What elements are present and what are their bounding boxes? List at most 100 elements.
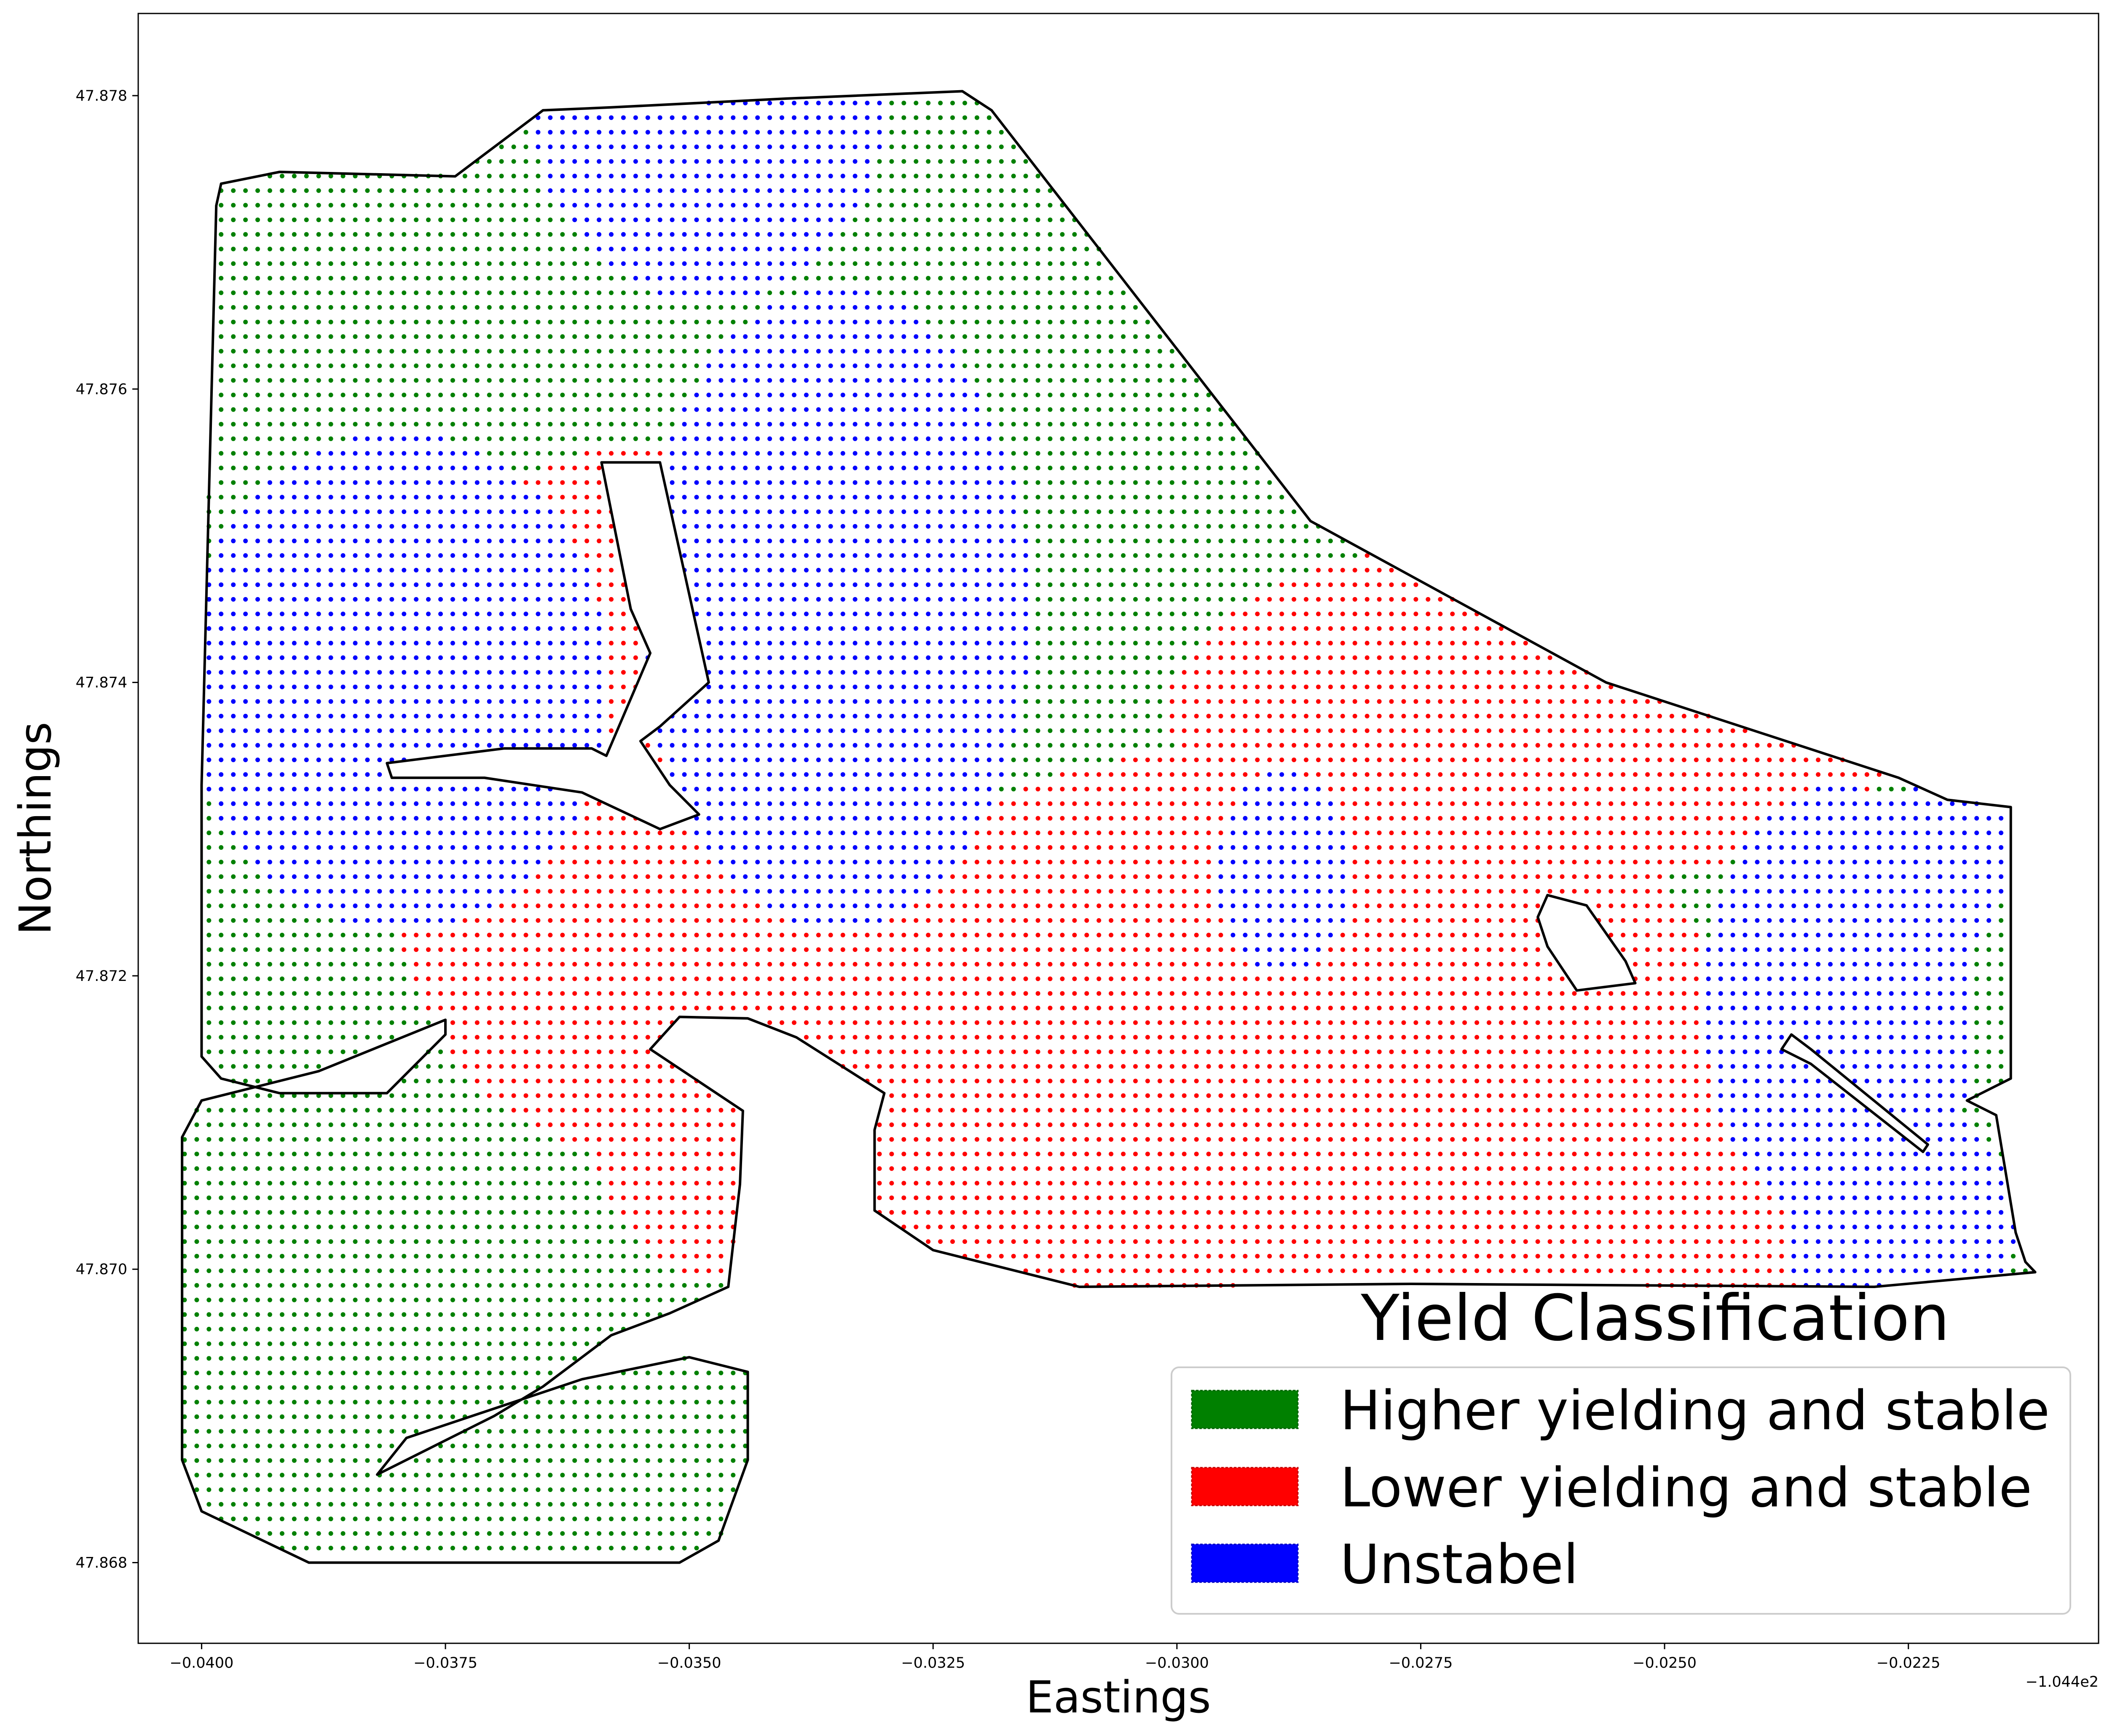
data-point-blue — [840, 349, 845, 354]
data-point-red — [694, 1152, 699, 1157]
data-point-blue — [828, 159, 833, 164]
data-point-blue — [901, 611, 906, 616]
data-point-green — [206, 1385, 212, 1390]
data-point-red — [865, 1035, 870, 1040]
data-point-blue — [914, 743, 919, 748]
data-point-blue — [865, 407, 870, 412]
data-point-red — [438, 1005, 443, 1010]
data-point-red — [609, 1005, 614, 1010]
data-point-blue — [474, 509, 480, 514]
data-point-green — [657, 349, 662, 354]
data-point-green — [877, 261, 882, 266]
data-point-green — [901, 261, 906, 266]
data-point-blue — [536, 743, 541, 748]
data-point-green — [279, 1268, 284, 1273]
data-point-red — [572, 1049, 577, 1054]
data-point-green — [584, 1487, 590, 1492]
data-point-blue — [450, 466, 455, 471]
data-point-green — [694, 1473, 699, 1478]
data-point-blue — [474, 538, 480, 544]
data-point-green — [389, 1444, 394, 1449]
data-point-green — [682, 1400, 687, 1405]
data-point-blue — [560, 626, 565, 631]
data-point-blue — [804, 115, 809, 120]
data-point-green — [194, 1268, 199, 1273]
data-point-green — [609, 1312, 614, 1317]
data-point-green — [304, 319, 309, 324]
data-point-blue — [657, 246, 662, 252]
data-point-green — [609, 1326, 614, 1331]
data-point-blue — [731, 466, 736, 471]
data-point-green — [255, 1224, 260, 1230]
data-point-green — [243, 1326, 248, 1331]
data-point-green — [219, 1210, 224, 1215]
data-point-green — [365, 1326, 370, 1331]
data-point-blue — [718, 816, 724, 821]
data-point-green — [633, 1297, 638, 1302]
data-point-red — [450, 947, 455, 952]
data-point-green — [767, 290, 772, 295]
data-point-blue — [474, 524, 480, 529]
data-point-green — [889, 159, 894, 164]
data-point-blue — [767, 640, 772, 646]
data-point-blue — [706, 684, 711, 689]
data-point-blue — [731, 538, 736, 544]
data-point-green — [219, 1108, 224, 1113]
data-point-blue — [865, 597, 870, 602]
data-point-blue — [889, 640, 894, 646]
data-point-green — [633, 1254, 638, 1259]
data-point-blue — [694, 524, 699, 529]
data-point-red — [426, 1005, 431, 1010]
data-point-blue — [718, 261, 724, 266]
data-point-red — [572, 466, 577, 471]
data-point-green — [731, 1400, 736, 1405]
data-point-red — [548, 947, 553, 952]
data-point-blue — [889, 407, 894, 412]
data-point-green — [621, 1297, 626, 1302]
data-point-blue — [718, 495, 724, 500]
data-point-green — [487, 261, 492, 266]
data-point-green — [511, 451, 516, 456]
data-point-green — [279, 276, 284, 281]
data-point-blue — [828, 582, 833, 587]
data-point-blue — [792, 115, 796, 120]
data-point-red — [536, 1064, 541, 1069]
data-point-green — [548, 1224, 553, 1230]
data-point-green — [438, 290, 443, 295]
data-point-blue — [877, 495, 882, 500]
data-point-blue — [682, 772, 687, 777]
data-point-blue — [292, 582, 297, 587]
data-point-blue — [718, 276, 724, 281]
data-point-green — [438, 1181, 443, 1186]
data-point-blue — [865, 436, 870, 441]
data-point-green — [621, 407, 626, 412]
data-point-green — [353, 1210, 358, 1215]
data-point-green — [243, 1137, 248, 1142]
data-point-green — [231, 1122, 236, 1127]
data-point-blue — [450, 611, 455, 616]
data-point-blue — [828, 407, 833, 412]
data-point-green — [402, 276, 407, 281]
data-point-green — [292, 1268, 297, 1273]
data-point-blue — [255, 509, 260, 514]
data-point-blue — [572, 655, 577, 660]
data-point-red — [657, 860, 662, 865]
data-point-green — [474, 319, 480, 324]
data-point-blue — [365, 743, 370, 748]
data-point-blue — [487, 670, 492, 675]
data-point-blue — [718, 232, 724, 237]
data-point-green — [231, 1137, 236, 1142]
data-point-red — [621, 670, 626, 675]
data-point-green — [450, 1487, 455, 1492]
data-point-blue — [865, 582, 870, 587]
data-point-blue — [682, 232, 687, 237]
data-point-blue — [743, 422, 748, 427]
data-point-blue — [914, 611, 919, 616]
data-point-blue — [499, 524, 504, 529]
data-point-green — [487, 1531, 492, 1536]
data-point-red — [755, 918, 760, 923]
data-point-green — [219, 1181, 224, 1186]
data-point-green — [462, 1546, 467, 1551]
data-point-blue — [426, 903, 431, 908]
data-point-blue — [694, 553, 699, 558]
